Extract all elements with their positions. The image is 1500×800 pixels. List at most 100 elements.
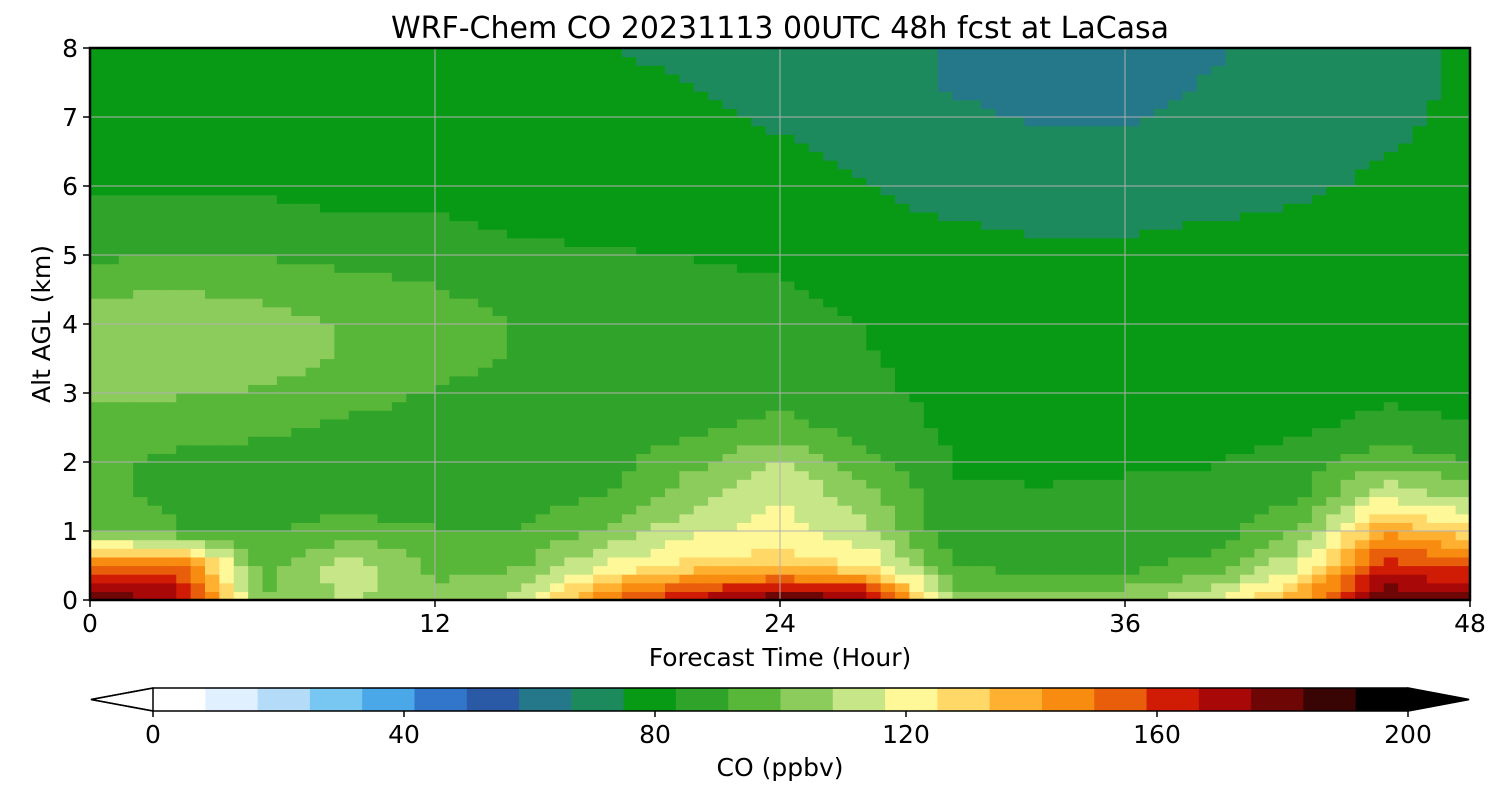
heatmap-cell (233, 91, 249, 101)
heatmap-cell (161, 522, 177, 532)
heatmap-cell (205, 65, 220, 75)
heatmap-cell (406, 56, 422, 66)
heatmap-cell (1038, 186, 1054, 196)
heatmap-cell (708, 479, 724, 489)
heatmap-cell (133, 427, 149, 437)
heatmap-cell (808, 65, 824, 75)
heatmap-cell (952, 548, 968, 558)
heatmap-cell (420, 220, 436, 230)
heatmap-cell (708, 513, 724, 523)
heatmap-cell (219, 280, 235, 291)
heatmap-cell (1010, 56, 1025, 66)
heatmap-cell (305, 306, 321, 316)
heatmap-cell (435, 462, 450, 472)
heatmap-cell (895, 565, 910, 575)
heatmap-cell (1196, 479, 1212, 489)
heatmap-cell (851, 134, 867, 144)
heatmap-cell (463, 255, 479, 265)
heatmap-cell (334, 548, 350, 558)
heatmap-cell (607, 246, 623, 256)
heatmap-cell (550, 375, 565, 385)
heatmap-cell (880, 358, 896, 368)
heatmap-cell (248, 513, 264, 523)
heatmap-cell (708, 229, 724, 239)
heatmap-cell (291, 384, 307, 394)
heatmap-cell (176, 289, 192, 299)
heatmap-cell (952, 65, 968, 75)
heatmap-cell (521, 591, 537, 600)
heatmap-cell (305, 332, 321, 342)
heatmap-cell (650, 375, 666, 385)
heatmap-cell (478, 229, 494, 239)
heatmap-cell (1168, 487, 1184, 498)
heatmap-cell (334, 246, 350, 256)
heatmap-cell (291, 574, 307, 584)
heatmap-cell (176, 142, 192, 153)
heatmap-cell (506, 324, 522, 334)
heatmap-cell (205, 436, 220, 446)
heatmap-cell (521, 393, 537, 403)
heatmap-cell (391, 462, 407, 472)
heatmap-cell (1053, 315, 1069, 325)
heatmap-cell (895, 487, 910, 498)
heatmap-cell (708, 315, 724, 325)
heatmap-cell (506, 211, 522, 222)
heatmap-cell (521, 349, 537, 360)
heatmap-cell (1139, 48, 1155, 58)
heatmap-cell (478, 298, 494, 308)
heatmap-cell (90, 375, 105, 385)
heatmap-cell (837, 591, 853, 600)
heatmap-cell (909, 341, 925, 351)
heatmap-cell (564, 177, 580, 187)
heatmap-cell (808, 427, 824, 437)
heatmap-cell (722, 418, 738, 429)
heatmap-cell (1196, 349, 1212, 360)
heatmap-cell (161, 220, 177, 230)
heatmap-cell (866, 203, 882, 213)
heatmap-cell (952, 332, 968, 342)
heatmap-cell (291, 255, 307, 265)
heatmap-cell (966, 117, 982, 127)
heatmap-cell (1038, 82, 1054, 92)
heatmap-cell (550, 229, 565, 239)
heatmap-cell (1010, 505, 1025, 515)
heatmap-cell (1067, 487, 1083, 498)
heatmap-cell (823, 556, 839, 567)
heatmap-cell (133, 332, 149, 342)
heatmap-cell (765, 401, 781, 411)
heatmap-cell (348, 375, 364, 385)
heatmap-cell (1110, 496, 1126, 506)
heatmap-cell (1125, 324, 1140, 334)
heatmap-cell (578, 142, 594, 153)
heatmap-cell (1153, 315, 1169, 325)
heatmap-cell (190, 91, 206, 101)
heatmap-cell (1110, 565, 1126, 575)
heatmap-cell (478, 556, 494, 567)
heatmap-cell (837, 427, 853, 437)
heatmap-cell (578, 237, 594, 247)
heatmap-cell (1110, 289, 1126, 299)
heatmap-cell (866, 151, 882, 161)
heatmap-cell (995, 470, 1011, 480)
heatmap-cell (1096, 289, 1112, 299)
heatmap-cell (923, 56, 939, 66)
heatmap-cell (636, 56, 652, 66)
heatmap-cell (1024, 91, 1040, 101)
heatmap-cell (190, 108, 206, 118)
heatmap-cell (564, 582, 580, 592)
heatmap-cell (161, 401, 177, 411)
heatmap-cell (765, 418, 781, 429)
heatmap-cell (478, 496, 494, 506)
heatmap-cell (305, 186, 321, 196)
heatmap-cell (736, 436, 752, 446)
heatmap-cell (722, 306, 738, 316)
heatmap-cell (492, 513, 508, 523)
heatmap-cell (794, 401, 810, 411)
heatmap-cell (334, 393, 350, 403)
heatmap-cell (305, 574, 321, 584)
heatmap-cell (420, 263, 436, 273)
heatmap-cell (952, 349, 968, 360)
heatmap-cell (420, 487, 436, 498)
heatmap-cell (679, 487, 695, 498)
heatmap-cell (1196, 591, 1212, 600)
